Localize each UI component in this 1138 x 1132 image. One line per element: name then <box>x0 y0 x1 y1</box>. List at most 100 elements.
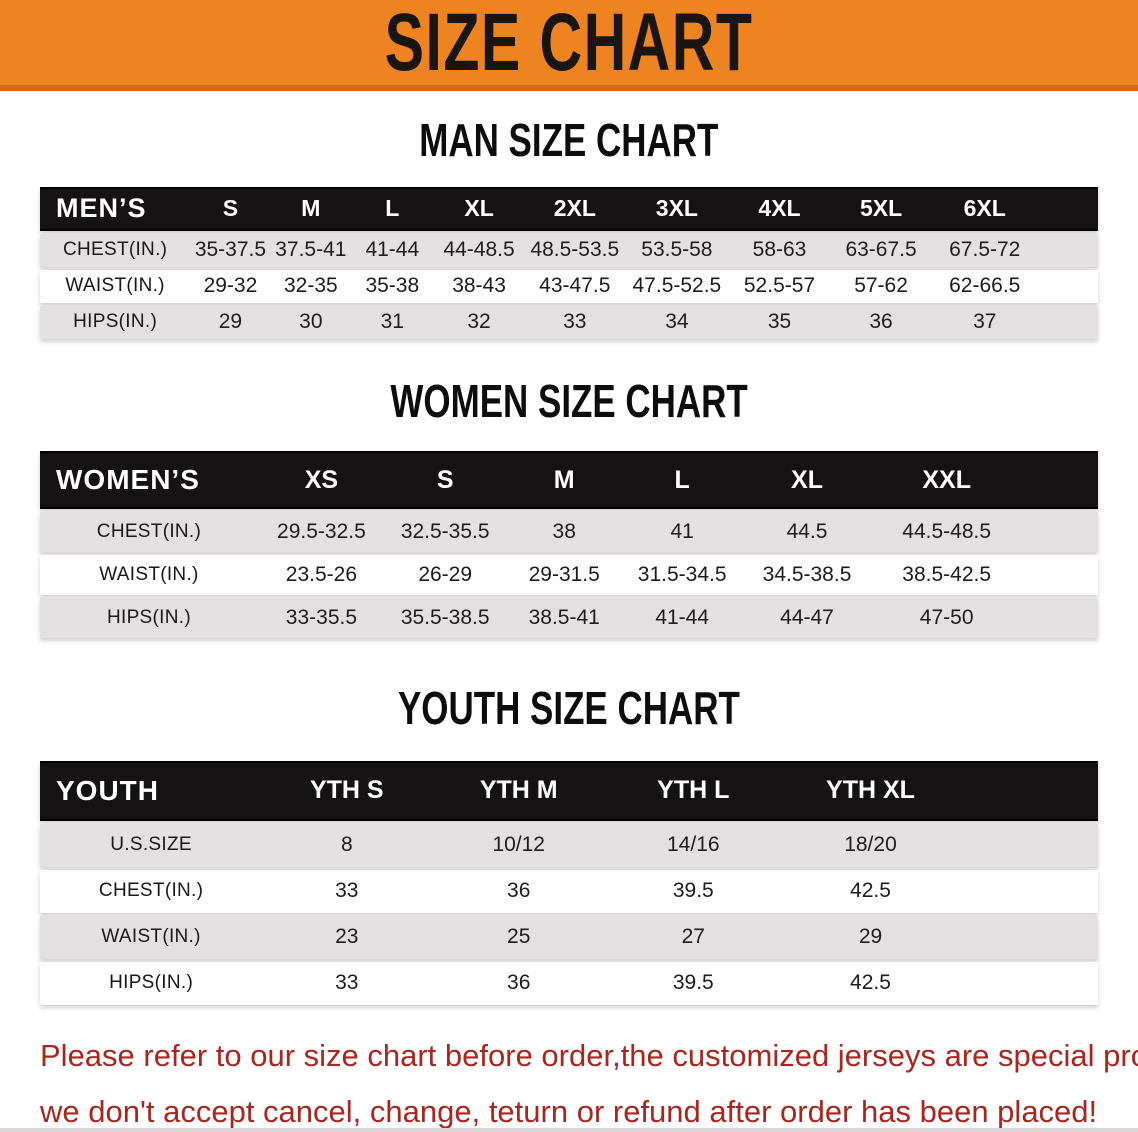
value-cell: 29 <box>780 915 961 959</box>
youth-size-section: YOUTH SIZE CHART YOUTH YTH S YTH M YTH L YTH… <box>0 683 1138 1008</box>
value-cell: 44-48.5 <box>433 233 525 267</box>
size-header-cell: YTH L <box>606 760 781 821</box>
size-header-cell: YTH S <box>262 760 432 821</box>
value-cell: 33 <box>524 305 626 339</box>
value-cell: 52.5-57 <box>728 269 831 303</box>
value-cell: 35 <box>728 305 831 339</box>
youth-size-table: YOUTH YTH S YTH M YTH L YTH XL U.S.SIZE 8 10/12… <box>40 758 1098 1008</box>
value-cell: 25 <box>431 915 606 959</box>
value-cell: 43-47.5 <box>524 269 626 303</box>
size-header-cell: XXL <box>872 451 1021 510</box>
value-cell: 18/20 <box>780 823 961 867</box>
women-size-section: WOMEN SIZE CHART WOMEN’S XS S M L XL XXL CHEST(… <box>0 375 1138 642</box>
row-spacer-cell <box>1020 512 1098 553</box>
row-spacer-cell <box>960 823 1098 867</box>
value-cell: 47.5-52.5 <box>625 269 729 303</box>
value-cell: 35.5-38.5 <box>384 598 506 639</box>
value-cell: 42.5 <box>780 961 961 1005</box>
men-section-title-text: MAN SIZE CHART <box>419 114 719 166</box>
value-cell: 32 <box>433 305 525 339</box>
size-header-cell: XL <box>741 451 873 510</box>
row-spacer-cell <box>1020 555 1098 596</box>
table-row: WAIST(IN.) 29-32 32-35 35-38 38-43 43-47.5 47.… <box>40 269 1098 303</box>
row-label-cell: WAIST(IN.) <box>40 555 258 596</box>
size-header-cell: 2XL <box>524 186 626 231</box>
size-header-cell: M <box>270 186 352 231</box>
value-cell: 47-50 <box>872 598 1021 639</box>
value-cell: 34.5-38.5 <box>741 555 873 596</box>
value-cell: 33 <box>262 869 432 913</box>
value-cell: 27 <box>606 915 781 959</box>
value-cell: 39.5 <box>606 961 781 1005</box>
row-spacer-cell <box>1020 598 1098 639</box>
women-table-label: WOMEN’S <box>40 451 258 510</box>
row-label-cell: U.S.SIZE <box>40 823 263 867</box>
size-header-cell: S <box>384 451 506 510</box>
size-header-cell: M <box>505 451 623 510</box>
value-cell: 36 <box>431 961 606 1005</box>
value-cell: 37.5-41 <box>270 233 352 267</box>
value-cell: 42.5 <box>780 869 961 913</box>
value-cell: 57-62 <box>830 269 932 303</box>
value-cell: 31.5-34.5 <box>622 555 742 596</box>
value-cell: 32.5-35.5 <box>384 512 506 553</box>
value-cell: 35-38 <box>351 269 434 303</box>
value-cell: 39.5 <box>606 869 781 913</box>
value-cell: 31 <box>351 305 434 339</box>
value-cell: 32-35 <box>270 269 352 303</box>
size-header-cell: 4XL <box>728 186 831 231</box>
row-label-cell: HIPS(IN.) <box>40 598 258 639</box>
size-header-cell: YTH XL <box>780 760 961 821</box>
header-spacer-cell <box>960 760 1098 821</box>
value-cell: 14/16 <box>606 823 781 867</box>
women-section-title: WOMEN SIZE CHART <box>0 375 1138 427</box>
men-size-table: MEN’S S M L XL 2XL 3XL 4XL 5XL 6XL CHEST(IN.) 35-37… <box>40 184 1098 342</box>
size-header-cell: S <box>190 186 271 231</box>
header-spacer-cell <box>1020 451 1098 510</box>
table-row: U.S.SIZE 8 10/12 14/16 18/20 <box>40 823 1098 867</box>
table-row: WAIST(IN.) 23 25 27 29 <box>40 915 1098 959</box>
youth-section-title: YOUTH SIZE CHART <box>0 683 1138 734</box>
table-row: CHEST(IN.) 33 36 39.5 42.5 <box>40 869 1098 913</box>
value-cell: 37 <box>931 305 1038 339</box>
disclaimer-line-2: we don't accept cancel, change, teturn o… <box>40 1093 1098 1129</box>
men-size-section: MAN SIZE CHART MEN’S S M L XL 2XL 3XL 4XL 5XL 6XL… <box>0 115 1138 342</box>
value-cell: 8 <box>262 823 432 867</box>
size-header-cell: 6XL <box>931 186 1038 231</box>
bottom-edge-strip <box>0 1128 1138 1132</box>
row-label-cell: CHEST(IN.) <box>40 233 191 267</box>
value-cell: 29 <box>190 305 271 339</box>
value-cell: 34 <box>625 305 729 339</box>
value-cell: 10/12 <box>431 823 606 867</box>
men-size-table-wrap: MEN’S S M L XL 2XL 3XL 4XL 5XL 6XL CHEST(IN.) 35-37… <box>0 184 1138 342</box>
value-cell: 29.5-32.5 <box>257 512 385 553</box>
value-cell: 44.5-48.5 <box>872 512 1021 553</box>
size-header-cell: YTH M <box>431 760 606 821</box>
value-cell: 58-63 <box>728 233 831 267</box>
women-size-table-wrap: WOMEN’S XS S M L XL XXL CHEST(IN.) 29.5-32.5 32.5… <box>0 448 1138 641</box>
table-row: HIPS(IN.) 29 30 31 32 33 34 35 36 37 <box>40 305 1098 339</box>
youth-section-title-text: YOUTH SIZE CHART <box>398 682 740 735</box>
value-cell: 44-47 <box>741 598 873 639</box>
banner-title: SIZE CHART <box>384 0 754 88</box>
value-cell: 23 <box>262 915 432 959</box>
value-cell: 36 <box>431 869 606 913</box>
value-cell: 63-67.5 <box>830 233 932 267</box>
row-spacer-cell <box>960 915 1098 959</box>
row-label-cell: HIPS(IN.) <box>40 305 191 339</box>
row-spacer-cell <box>960 961 1098 1005</box>
value-cell: 38.5-41 <box>505 598 623 639</box>
women-table-header-row: WOMEN’S XS S M L XL XXL <box>40 451 1098 510</box>
value-cell: 67.5-72 <box>931 233 1038 267</box>
table-row: WAIST(IN.) 23.5-26 26-29 29-31.5 31.5-34.5 34… <box>40 555 1098 596</box>
size-header-cell: L <box>351 186 434 231</box>
value-cell: 53.5-58 <box>625 233 729 267</box>
value-cell: 29-31.5 <box>505 555 623 596</box>
row-label-cell: WAIST(IN.) <box>40 915 263 959</box>
value-cell: 44.5 <box>741 512 873 553</box>
row-spacer-cell <box>1037 233 1098 267</box>
value-cell: 29-32 <box>190 269 271 303</box>
men-table-header-row: MEN’S S M L XL 2XL 3XL 4XL 5XL 6XL <box>40 186 1098 231</box>
size-header-cell: 3XL <box>625 186 729 231</box>
row-label-cell: CHEST(IN.) <box>40 512 258 553</box>
